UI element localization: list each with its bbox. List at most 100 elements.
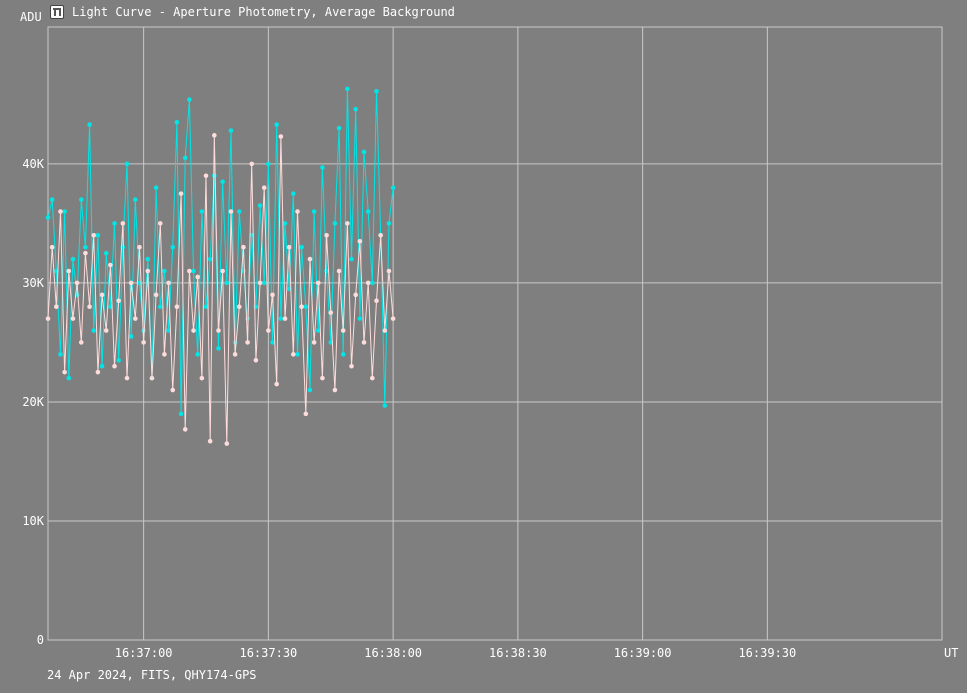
data-point	[266, 161, 271, 167]
data-point	[286, 244, 292, 250]
data-point	[103, 328, 109, 333]
data-point	[361, 340, 367, 345]
data-point	[70, 256, 76, 262]
data-point	[207, 256, 213, 262]
data-point	[266, 328, 271, 333]
data-point	[182, 427, 188, 432]
data-point	[95, 369, 101, 375]
data-point	[207, 438, 213, 444]
data-point	[58, 209, 63, 214]
data-point	[257, 203, 263, 208]
data-point	[357, 238, 363, 244]
data-point	[133, 197, 138, 202]
data-point	[195, 352, 200, 357]
data-point	[311, 340, 317, 345]
data-point	[374, 88, 379, 94]
data-point	[112, 221, 117, 226]
data-point	[278, 316, 284, 321]
data-point	[328, 310, 334, 315]
data-point	[324, 233, 329, 238]
y-tick-label: 30K	[22, 276, 44, 290]
data-point	[261, 185, 267, 190]
data-point	[108, 262, 113, 268]
data-point	[390, 185, 396, 190]
data-point	[370, 375, 375, 381]
data-point	[249, 161, 255, 167]
data-point	[187, 97, 192, 102]
data-point	[83, 250, 88, 256]
data-point	[307, 256, 313, 262]
data-point	[62, 369, 67, 375]
x-tick-label: 16:37:30	[239, 646, 297, 660]
data-point	[170, 387, 176, 393]
data-point	[224, 280, 230, 286]
window-title: Light Curve - Aperture Photometry, Avera…	[72, 5, 455, 19]
data-point	[216, 328, 221, 333]
data-point	[78, 197, 84, 202]
data-point	[116, 298, 121, 304]
data-point	[216, 346, 221, 351]
data-point	[340, 328, 346, 333]
series-layer	[45, 86, 396, 446]
data-point	[162, 352, 167, 357]
data-point	[153, 185, 159, 190]
data-point	[153, 292, 159, 298]
data-point	[112, 363, 117, 369]
data-point	[178, 411, 184, 417]
data-point	[261, 280, 267, 286]
series-line	[47, 135, 394, 444]
data-point	[157, 221, 163, 226]
data-point	[320, 375, 325, 381]
data-point	[95, 233, 101, 238]
data-point	[145, 256, 151, 262]
data-point	[91, 233, 97, 238]
data-point	[307, 387, 313, 393]
data-point	[157, 304, 163, 310]
data-point	[232, 352, 238, 357]
data-point	[66, 268, 72, 274]
data-point	[228, 128, 234, 133]
data-point	[58, 352, 63, 357]
x-tick-label: 16:37:00	[115, 646, 173, 660]
data-point	[332, 221, 338, 226]
footer-info: 24 Apr 2024, FITS, QHY174-GPS	[47, 668, 257, 682]
y-tick-label: 10K	[22, 514, 44, 528]
data-point	[315, 328, 321, 333]
data-point	[291, 352, 296, 357]
data-point	[274, 381, 279, 387]
data-point	[345, 86, 350, 92]
y-tick-label: 40K	[22, 157, 44, 171]
data-point	[174, 304, 180, 310]
data-point	[195, 274, 200, 280]
data-point	[236, 209, 242, 214]
data-point	[340, 352, 346, 357]
data-point	[382, 328, 388, 333]
data-point	[336, 268, 342, 274]
data-point	[124, 375, 130, 381]
series-line	[47, 88, 394, 414]
data-point	[386, 268, 392, 274]
series-1	[45, 133, 396, 446]
data-point	[45, 215, 51, 220]
data-point	[303, 304, 309, 310]
data-point	[299, 244, 304, 250]
data-point	[182, 155, 188, 161]
data-point	[357, 316, 363, 321]
data-point	[295, 209, 300, 214]
data-point	[220, 179, 225, 185]
data-point	[282, 316, 288, 321]
data-point	[361, 149, 367, 155]
data-point	[253, 357, 259, 363]
data-point	[365, 209, 371, 214]
data-point	[303, 411, 309, 417]
data-point	[345, 221, 350, 226]
data-point	[191, 268, 196, 274]
data-point	[124, 161, 130, 167]
data-point	[257, 280, 263, 286]
data-point	[228, 209, 234, 214]
app-chart-icon[interactable]	[50, 5, 64, 19]
data-point	[62, 209, 67, 214]
data-point	[99, 363, 105, 369]
data-point	[270, 340, 275, 345]
